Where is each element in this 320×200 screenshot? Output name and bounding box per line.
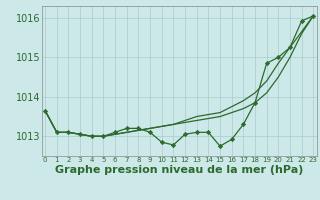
X-axis label: Graphe pression niveau de la mer (hPa): Graphe pression niveau de la mer (hPa) bbox=[55, 165, 303, 175]
